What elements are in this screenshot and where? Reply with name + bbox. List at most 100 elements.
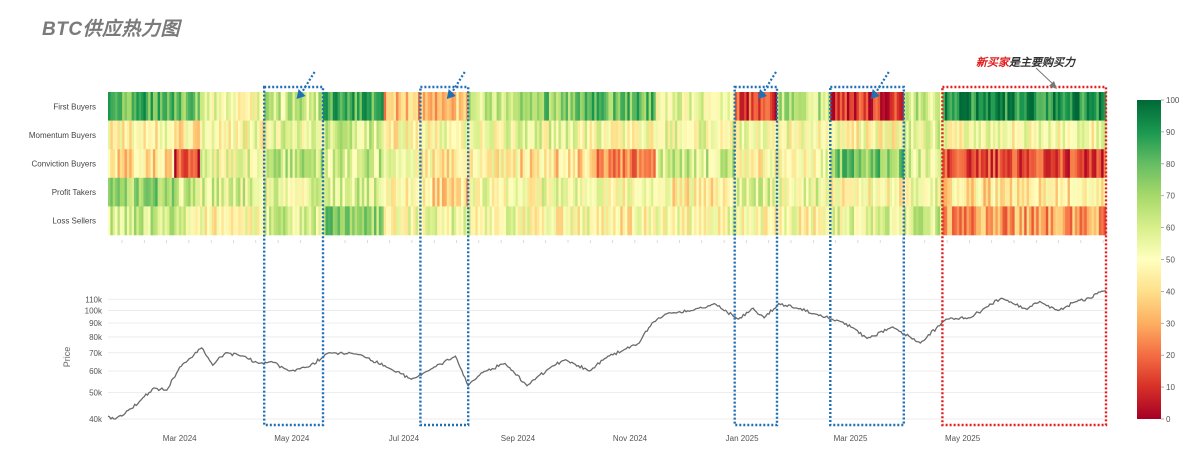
heatmap-cell bbox=[810, 177, 814, 207]
heatmap-cell bbox=[259, 120, 263, 150]
heatmap-cell bbox=[839, 206, 843, 236]
heatmap-cell bbox=[791, 120, 795, 150]
heatmap-cell bbox=[793, 92, 797, 121]
heatmap-cell bbox=[923, 206, 926, 236]
heatmap-cell bbox=[287, 149, 291, 179]
heatmap-cell bbox=[925, 120, 929, 150]
heatmap-cell bbox=[1029, 92, 1032, 121]
heatmap-cell bbox=[832, 149, 836, 179]
heatmap-cell bbox=[643, 206, 647, 236]
heatmap-cell bbox=[1038, 206, 1042, 236]
heatmap-cell bbox=[791, 206, 795, 236]
heatmap-cell bbox=[911, 206, 914, 236]
annotation-arrow-head bbox=[757, 89, 767, 99]
heatmap-cell bbox=[961, 92, 965, 121]
heatmap-cell bbox=[271, 177, 275, 207]
heatmap-cell bbox=[639, 206, 642, 236]
heatmap-cell bbox=[915, 120, 919, 150]
heatmap-cell bbox=[534, 92, 538, 121]
heatmap-cell bbox=[188, 92, 191, 121]
heatmap-cell bbox=[706, 206, 709, 236]
heatmap-cell bbox=[393, 92, 397, 121]
heatmap-cell bbox=[400, 206, 404, 236]
heatmap-cell bbox=[727, 92, 731, 121]
heatmap-cell bbox=[980, 149, 984, 179]
heatmap-cell bbox=[517, 149, 521, 179]
heatmap-cell bbox=[767, 92, 771, 121]
heatmap-cell bbox=[810, 120, 814, 150]
highlight-boxes bbox=[263, 85, 1108, 427]
heatmap-cell bbox=[480, 206, 483, 236]
date-tick-label: Jul 2024 bbox=[389, 434, 420, 443]
heatmap-cell bbox=[832, 92, 836, 121]
heatmap-cell bbox=[195, 206, 198, 236]
heatmap-cell bbox=[748, 177, 752, 207]
heatmap-cell bbox=[294, 92, 298, 121]
heatmap-cell bbox=[470, 177, 474, 207]
heatmap-cell bbox=[1007, 120, 1011, 150]
heatmap-cell bbox=[662, 206, 666, 236]
heatmap-cell bbox=[639, 120, 642, 150]
heatmap-cell bbox=[715, 120, 719, 150]
heatmap-cell bbox=[689, 92, 693, 121]
heatmap-cell bbox=[1069, 177, 1073, 207]
heatmap-cell bbox=[183, 206, 187, 236]
heatmap-cell bbox=[1043, 206, 1047, 236]
heatmap-cell bbox=[863, 177, 867, 207]
heatmap-cell bbox=[863, 120, 867, 150]
heatmap-cell bbox=[646, 92, 650, 121]
heatmap-cell bbox=[1014, 149, 1018, 179]
heatmap-cell bbox=[515, 92, 519, 121]
heatmap-cell bbox=[1036, 92, 1040, 121]
heatmap-cell bbox=[342, 149, 346, 179]
heatmap-cell bbox=[143, 206, 147, 236]
heatmap-cell bbox=[1069, 206, 1073, 236]
heatmap-cell bbox=[856, 149, 860, 179]
heatmap-cell bbox=[508, 92, 512, 121]
heatmap-cell bbox=[706, 149, 709, 179]
heatmap-cell bbox=[152, 120, 156, 150]
heatmap-cell bbox=[283, 92, 286, 121]
heatmap-cell bbox=[247, 120, 251, 150]
heatmap-cell bbox=[837, 177, 841, 207]
heatmap-cell bbox=[942, 120, 946, 150]
heatmap-cell bbox=[470, 149, 474, 179]
heatmap-cell bbox=[990, 206, 994, 236]
heatmap-cell bbox=[491, 149, 495, 179]
heatmap-cell bbox=[430, 177, 433, 207]
heatmap-cell bbox=[352, 120, 355, 150]
heatmap-cell bbox=[425, 120, 429, 150]
heatmap-cell bbox=[162, 206, 166, 236]
heatmap-cell bbox=[391, 177, 394, 207]
heatmap-cell bbox=[371, 92, 375, 121]
heatmap-cell bbox=[366, 120, 370, 150]
heatmap-cell bbox=[760, 149, 764, 179]
heatmap-cell bbox=[839, 177, 843, 207]
heatmap-cell bbox=[760, 92, 764, 121]
heatmap-cell bbox=[491, 120, 495, 150]
heatmap-cell bbox=[713, 92, 716, 121]
heatmap-cell bbox=[608, 206, 612, 236]
price-grid bbox=[108, 298, 1106, 420]
heatmap-cell bbox=[1045, 206, 1049, 236]
heatmap-cell bbox=[408, 206, 412, 236]
heatmap-cell bbox=[894, 177, 898, 207]
heatmap-cell bbox=[427, 120, 431, 150]
date-axis: Mar 2024 May 2024 Jul 2024 Sep 2024 Nov 2024… bbox=[121, 240, 1104, 443]
heatmap-cell bbox=[313, 149, 317, 179]
heatmap-cell bbox=[582, 120, 586, 150]
heatmap-cell bbox=[694, 177, 697, 207]
heatmap-cell bbox=[335, 120, 338, 150]
heatmap-cell bbox=[238, 92, 241, 121]
heatmap-cell bbox=[439, 149, 443, 179]
heatmap-cell bbox=[259, 92, 263, 121]
heatmap-cell bbox=[369, 149, 372, 179]
heatmap-cell bbox=[877, 206, 881, 236]
heatmap-cell bbox=[164, 149, 168, 179]
heatmap-cell bbox=[216, 206, 220, 236]
heatmap-cell bbox=[710, 92, 714, 121]
heatmap-cell bbox=[199, 120, 203, 150]
heatmap-cell bbox=[489, 92, 493, 121]
heatmap-cell bbox=[1067, 206, 1071, 236]
heatmap-cell bbox=[1031, 149, 1035, 179]
